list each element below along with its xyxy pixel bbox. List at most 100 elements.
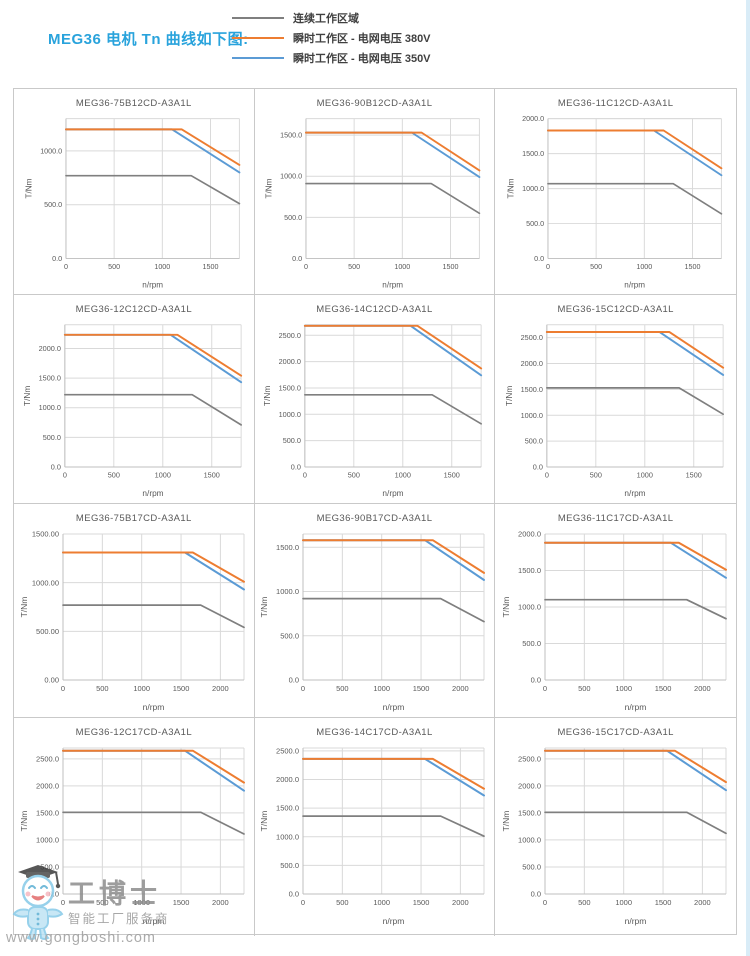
chart-title: MEG36-14C12CD-A3A1L — [316, 304, 433, 315]
svg-text:1000.0: 1000.0 — [277, 832, 300, 841]
svg-text:500: 500 — [578, 684, 591, 693]
chart-cell: MEG36-14C17CD-A3A1L 0.0 500.0 1000.0 1500.0… — [255, 718, 496, 936]
svg-text:1000: 1000 — [154, 263, 170, 271]
svg-text:T/Nm: T/Nm — [259, 811, 269, 832]
svg-text:500.0: 500.0 — [281, 861, 300, 870]
svg-text:0: 0 — [64, 263, 68, 271]
chart-title: MEG36-12C17CD-A3A1L — [75, 727, 193, 738]
watermark-url: www.gongboshi.com — [6, 930, 156, 946]
svg-text:0: 0 — [303, 471, 307, 480]
svg-text:n/rpm: n/rpm — [383, 489, 404, 498]
tn-curve-chart: 0.0 500.0 1000.0 1500.0 0 500 1000 1500 2000 n/rp… — [259, 533, 486, 712]
svg-text:T/Nm: T/Nm — [259, 597, 269, 618]
tn-curve-chart: 0.0500.01000.01500.02000.02500.005001000… — [19, 747, 245, 926]
legend-label: 瞬时工作区 - 电网电压 380V — [293, 32, 431, 45]
svg-text:1000.00: 1000.00 — [32, 578, 59, 587]
svg-text:2000.0: 2000.0 — [522, 115, 544, 123]
svg-text:0.0: 0.0 — [530, 890, 540, 899]
svg-text:1000: 1000 — [395, 263, 411, 271]
svg-text:0: 0 — [543, 684, 547, 693]
svg-text:2000.0: 2000.0 — [520, 359, 542, 368]
svg-text:500: 500 — [337, 898, 350, 907]
svg-text:500: 500 — [96, 898, 109, 907]
svg-text:T/Nm: T/Nm — [504, 386, 513, 406]
svg-text:500.0: 500.0 — [283, 436, 301, 445]
svg-text:1000.0: 1000.0 — [40, 147, 62, 155]
chart-title: MEG36-75B17CD-A3A1L — [75, 513, 192, 524]
svg-text:500: 500 — [348, 471, 360, 480]
svg-text:1500.0: 1500.0 — [518, 808, 541, 817]
svg-text:500: 500 — [589, 471, 601, 480]
svg-text:500: 500 — [96, 684, 109, 693]
tn-curve-chart: 0.0 500.0 1000.0 1500.0 2000.0 0 500 1000 1500 20… — [501, 530, 727, 712]
svg-text:0.0: 0.0 — [289, 676, 299, 685]
watermark-tagline: 智能工厂服务商 — [68, 912, 170, 926]
svg-text:0.0: 0.0 — [530, 676, 540, 685]
chart-cell: MEG36-14C12CD-A3A1L 0.0 500.0 1000.0 1500.0… — [254, 295, 496, 504]
svg-text:T/Nm: T/Nm — [263, 386, 272, 406]
svg-text:0.0: 0.0 — [52, 255, 62, 263]
tn-curve-chart: 0.00 500.00 1000.00 1500.00 0 500 1000 1500 2000… — [19, 530, 245, 712]
chart-cell: MEG36-12C12CD-A3A1L 0.0 500.0 1000.0 1500.0… — [14, 295, 255, 504]
svg-text:1500: 1500 — [684, 263, 700, 271]
chart-title: MEG36-90B17CD-A3A1L — [316, 513, 433, 524]
svg-text:1000.0: 1000.0 — [36, 836, 59, 845]
svg-text:1500.0: 1500.0 — [277, 804, 300, 813]
chart-title: MEG36-14C17CD-A3A1L — [316, 727, 433, 738]
svg-text:1000: 1000 — [395, 471, 411, 480]
svg-text:1500: 1500 — [202, 263, 218, 271]
chart-cell: MEG36-75B12CD-A3A1L 0.0 500.0 1000.0 0 500 10… — [14, 89, 255, 295]
svg-text:500.0: 500.0 — [526, 220, 544, 228]
svg-text:1500: 1500 — [654, 898, 671, 907]
svg-text:500.0: 500.0 — [524, 437, 542, 446]
svg-text:1000: 1000 — [636, 471, 652, 480]
svg-text:T/Nm: T/Nm — [501, 597, 511, 618]
svg-text:0.0: 0.0 — [532, 462, 542, 471]
svg-text:500: 500 — [578, 898, 591, 907]
chart-title: MEG36-15C12CD-A3A1L — [557, 304, 674, 315]
svg-text:2000.0: 2000.0 — [518, 530, 541, 539]
svg-text:2000: 2000 — [694, 684, 711, 693]
svg-text:1000.0: 1000.0 — [518, 603, 541, 612]
svg-text:0: 0 — [301, 898, 305, 907]
svg-text:2500.0: 2500.0 — [277, 746, 300, 755]
svg-text:n/rpm: n/rpm — [142, 916, 164, 926]
tn-curve-chart: 0.0 500.0 1000.0 0 500 1000 1500 n/rpm T/Nm — [24, 118, 241, 289]
svg-text:2000: 2000 — [212, 898, 229, 907]
legend-item-380v: 瞬时工作区 - 电网电压 380V — [232, 30, 431, 45]
svg-text:500.0: 500.0 — [40, 863, 59, 872]
svg-text:1000.0: 1000.0 — [522, 185, 544, 193]
chart-cell: MEG36-11C17CD-A3A1L 0.0 500.0 1000.0 1500.0… — [495, 504, 736, 718]
svg-text:0.0: 0.0 — [291, 462, 301, 471]
svg-text:1500: 1500 — [443, 263, 459, 271]
svg-text:n/rpm: n/rpm — [624, 489, 645, 498]
tn-curve-chart: 0.0 500.0 1000.0 1500.0 2000.0 0 500 1000 1500 n/… — [23, 324, 242, 498]
svg-text:T/Nm: T/Nm — [19, 597, 29, 618]
svg-text:1500: 1500 — [413, 898, 430, 907]
svg-text:1500.0: 1500.0 — [36, 808, 59, 817]
svg-text:0.0: 0.0 — [289, 890, 299, 899]
svg-text:2000: 2000 — [212, 684, 229, 693]
svg-text:0: 0 — [61, 684, 65, 693]
svg-text:1500: 1500 — [173, 898, 190, 907]
svg-text:1000.0: 1000.0 — [281, 173, 303, 181]
svg-text:0: 0 — [543, 898, 547, 907]
svg-text:n/rpm: n/rpm — [383, 916, 405, 926]
chart-title: MEG36-11C17CD-A3A1L — [557, 513, 674, 524]
svg-text:1000: 1000 — [615, 684, 632, 693]
svg-text:0: 0 — [304, 263, 308, 271]
tn-curve-chart: 0.0 500.0 1000.0 1500.0 2000.0 0 500 1000 1500 n/… — [506, 115, 723, 289]
svg-text:1000.0: 1000.0 — [518, 836, 541, 845]
mascot-icon — [12, 865, 64, 940]
chart-title: MEG36-11C12CD-A3A1L — [557, 98, 674, 109]
svg-text:1500: 1500 — [173, 684, 190, 693]
chart-cell: MEG36-11C12CD-A3A1L 0.0 500.0 1000.0 1500.0… — [495, 89, 736, 295]
chart-cell: MEG36-90B17CD-A3A1L 0.0 500.0 1000.0 1500.0… — [254, 504, 496, 718]
chart-cell: MEG36-15C12CD-A3A1L 0.0 500.0 1000.0 1500.0… — [495, 295, 736, 504]
svg-text:T/Nm: T/Nm — [265, 178, 274, 198]
svg-text:0: 0 — [61, 898, 65, 907]
chart-cell: MEG36-90B12CD-A3A1L 0.0 500.0 1000.0 1500.0… — [254, 89, 496, 295]
svg-text:500: 500 — [108, 471, 120, 480]
